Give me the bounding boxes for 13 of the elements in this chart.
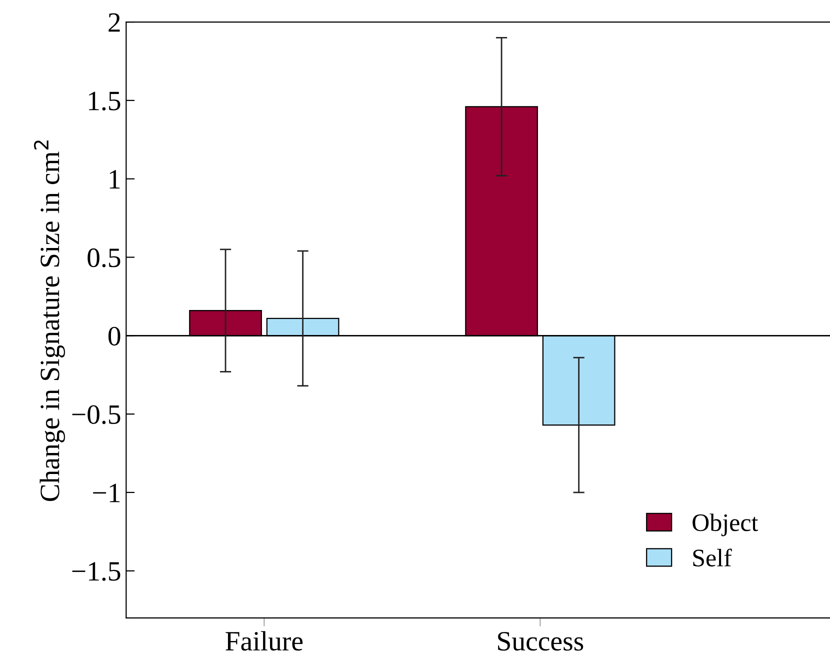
y-tick-label: 0: [108, 326, 120, 346]
y-tick-label: −1: [93, 484, 120, 502]
x-tick-label: Failure: [226, 631, 303, 651]
y-axis-title: Change in Signature Size in cm$^{2}$: [34, 140, 66, 502]
y-tick-label: 1.5: [89, 92, 120, 110]
legend-label: Self: [693, 548, 732, 566]
y-tick-label: −0.5: [72, 405, 120, 424]
y-tick-label: −1.5: [72, 562, 120, 581]
y-tick-label: 0.5: [88, 248, 120, 268]
y-tick-label: 2: [108, 13, 120, 32]
y-tick-label: 1: [110, 170, 120, 188]
legend-label: Object: [692, 514, 758, 536]
x-tick-label: Success: [498, 632, 584, 651]
